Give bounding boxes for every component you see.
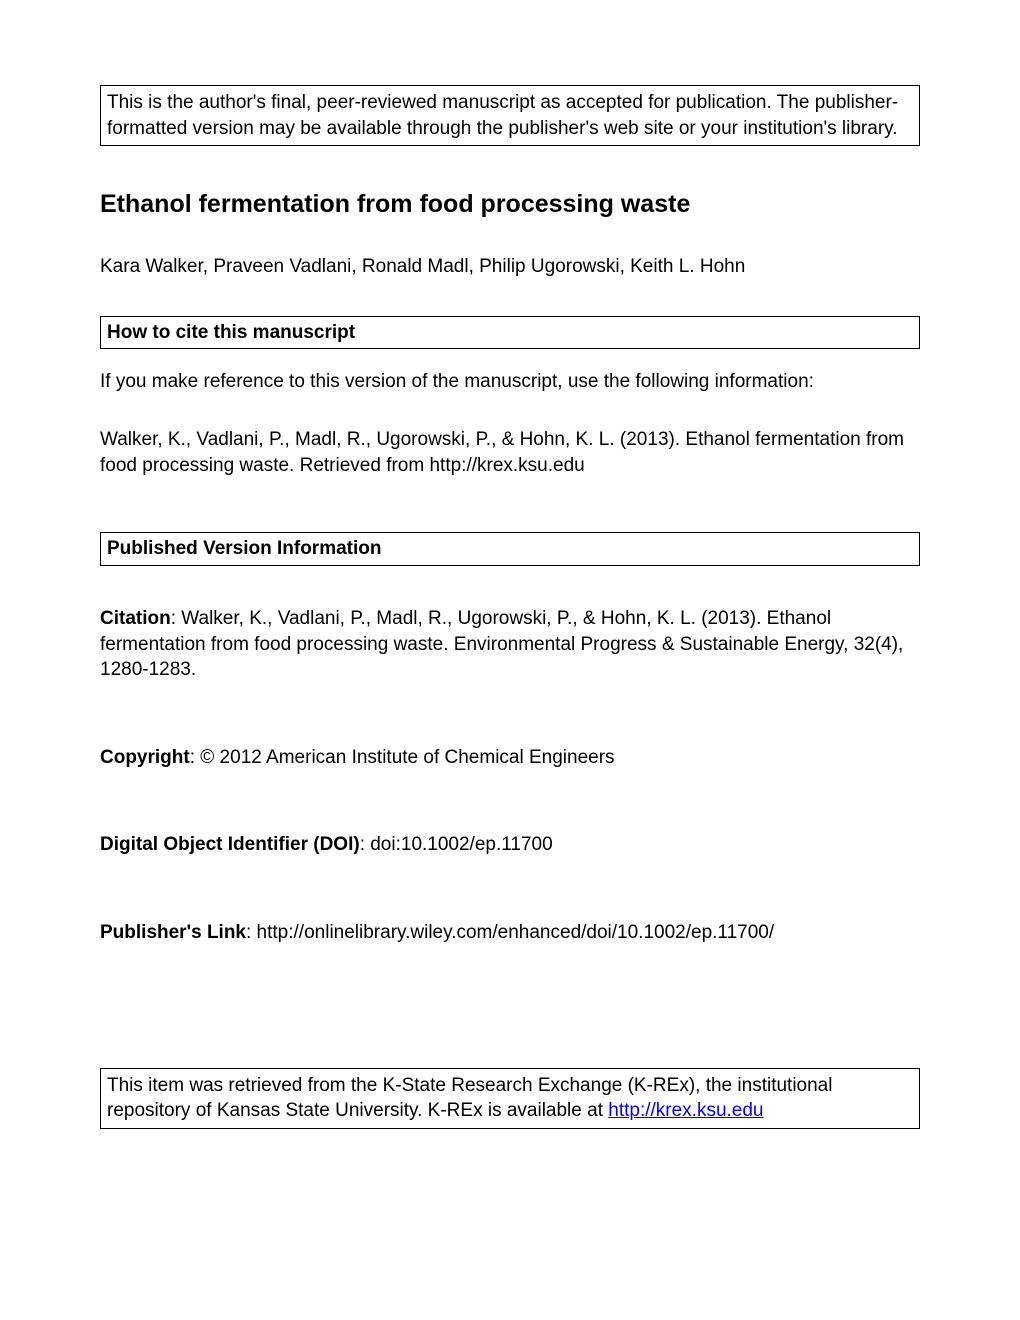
copyright-text: : © 2012 American Institute of Chemical … (190, 747, 615, 768)
paper-title: Ethanol fermentation from food processin… (100, 188, 920, 222)
citation-text: : Walker, K., Vadlani, P., Madl, R., Ugo… (100, 608, 903, 680)
manuscript-notice-text: This is the author's final, peer-reviewe… (107, 92, 898, 139)
footer-box: This item was retrieved from the K-State… (100, 1068, 920, 1129)
cite-reference-text: Walker, K., Vadlani, P., Madl, R., Ugoro… (100, 427, 920, 478)
publisher-link-text: : http://onlinelibrary.wiley.com/enhance… (246, 922, 774, 943)
doi-text: : doi:10.1002/ep.11700 (360, 834, 553, 855)
publisher-link-block: Publisher's Link: http://onlinelibrary.w… (100, 920, 920, 946)
published-section-header: Published Version Information (100, 532, 920, 566)
citation-block: Citation: Walker, K., Vadlani, P., Madl,… (100, 606, 920, 683)
authors-list: Kara Walker, Praveen Vadlani, Ronald Mad… (100, 254, 920, 280)
footer-link[interactable]: http://krex.ksu.edu (608, 1100, 763, 1121)
publisher-link-label: Publisher's Link (100, 922, 246, 943)
doi-block: Digital Object Identifier (DOI): doi:10.… (100, 832, 920, 858)
manuscript-notice-box: This is the author's final, peer-reviewe… (100, 85, 920, 146)
copyright-label: Copyright (100, 747, 190, 768)
cite-intro-text: If you make reference to this version of… (100, 369, 920, 395)
cite-section-header: How to cite this manuscript (100, 316, 920, 350)
copyright-block: Copyright: © 2012 American Institute of … (100, 745, 920, 771)
doi-label: Digital Object Identifier (DOI) (100, 834, 360, 855)
citation-label: Citation (100, 608, 171, 629)
